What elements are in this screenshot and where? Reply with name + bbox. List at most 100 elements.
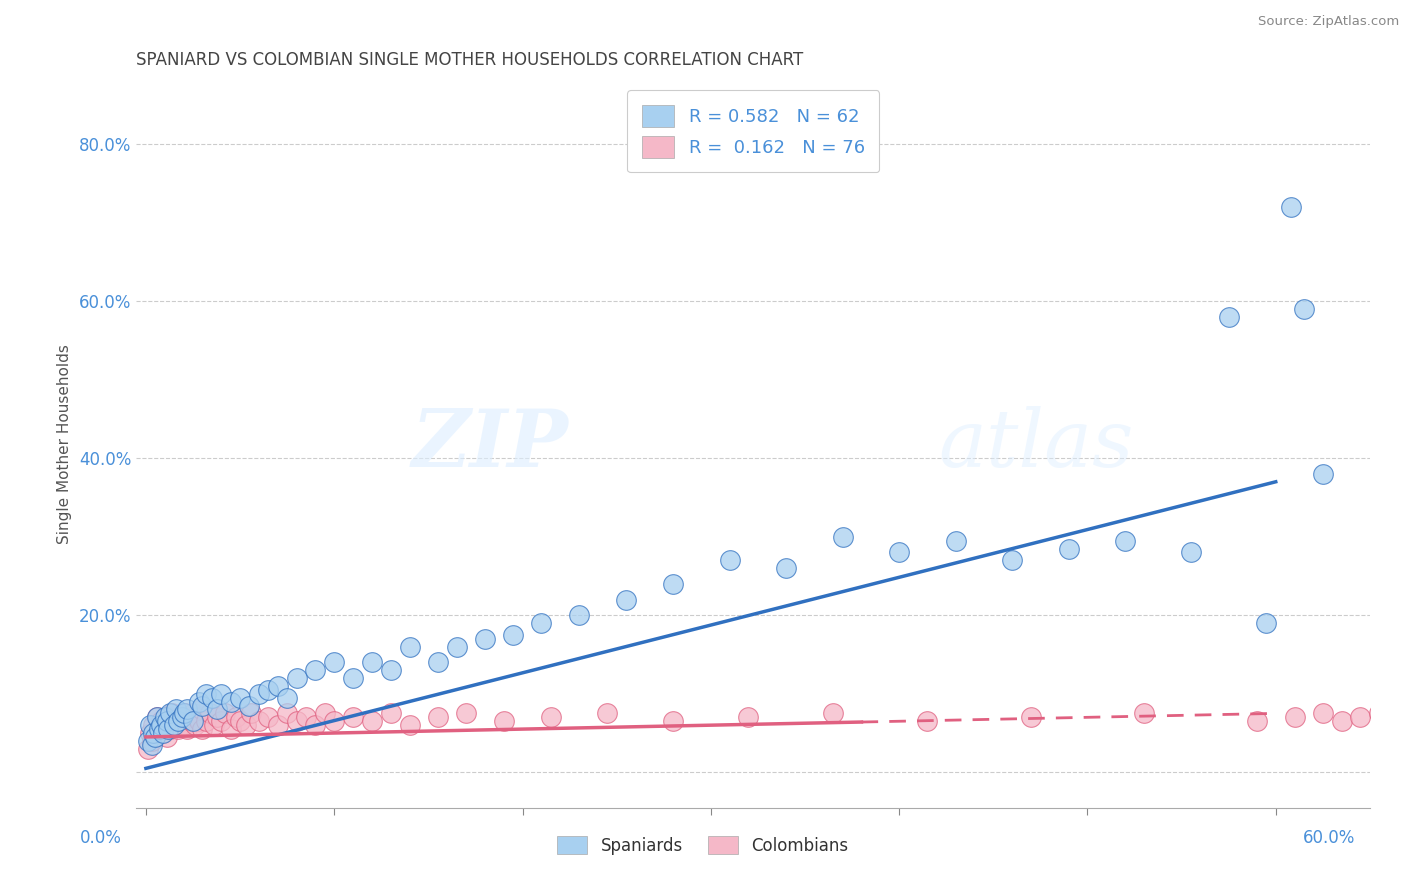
Point (143, 730, 166, 744)
Point (225, 710, 247, 724)
Point (142, 726, 165, 740)
Point (596, 706, 619, 721)
Point (446, 640, 468, 654)
Point (323, 656, 346, 670)
Point (207, 702, 229, 716)
Point (426, 710, 449, 724)
Point (1180, 545, 1202, 559)
Point (257, 710, 280, 724)
Point (823, 706, 845, 721)
Point (502, 628, 524, 642)
Point (285, 671, 308, 685)
Point (142, 718, 165, 732)
Point (614, 592, 637, 607)
Point (662, 714, 685, 729)
Point (174, 706, 197, 721)
Point (181, 714, 204, 729)
Point (181, 706, 204, 721)
Point (141, 734, 163, 748)
Point (1114, 533, 1136, 548)
Point (209, 687, 232, 701)
Point (159, 706, 181, 721)
Point (187, 714, 209, 729)
Point (169, 710, 191, 724)
Point (159, 722, 181, 736)
Point (157, 722, 180, 736)
Text: 60.0%: 60.0% (1302, 829, 1355, 847)
Point (163, 718, 186, 732)
Point (267, 718, 290, 732)
Point (138, 726, 160, 740)
Point (180, 714, 202, 729)
Point (492, 714, 515, 729)
Point (149, 714, 172, 729)
Point (179, 710, 201, 724)
Point (662, 577, 685, 591)
Point (156, 714, 179, 729)
Point (257, 682, 280, 697)
Point (146, 710, 169, 724)
Legend: R = 0.582   N = 62, R =  0.162   N = 76: R = 0.582 N = 62, R = 0.162 N = 76 (627, 90, 879, 172)
Point (229, 690, 252, 705)
Point (398, 640, 420, 654)
Point (167, 714, 190, 729)
Point (323, 714, 346, 729)
Point (190, 702, 212, 716)
Point (360, 714, 382, 729)
Point (186, 710, 208, 724)
Point (247, 687, 270, 701)
Point (1133, 706, 1156, 721)
Point (152, 726, 174, 740)
Point (167, 722, 190, 736)
Point (267, 679, 290, 693)
Text: ZIP: ZIP (412, 406, 568, 483)
Point (342, 671, 364, 685)
Point (1350, 710, 1372, 724)
Point (285, 714, 308, 729)
Point (1292, 301, 1315, 316)
Point (195, 714, 218, 729)
Point (314, 706, 336, 721)
Point (1284, 710, 1306, 724)
Point (214, 706, 236, 721)
Point (198, 706, 221, 721)
Point (170, 710, 193, 724)
Point (141, 738, 163, 752)
Point (1256, 616, 1278, 631)
Point (136, 734, 159, 748)
Legend: Spaniards, Colombians: Spaniards, Colombians (551, 830, 855, 862)
Point (207, 710, 229, 724)
Point (540, 710, 562, 724)
Point (235, 718, 257, 732)
Point (1386, 714, 1406, 729)
Point (360, 656, 382, 670)
Point (1312, 467, 1334, 481)
Point (304, 663, 326, 677)
Point (737, 710, 759, 724)
Point (1246, 714, 1268, 729)
Point (426, 656, 449, 670)
Point (153, 710, 176, 724)
Point (153, 718, 176, 732)
Point (1279, 200, 1302, 214)
Point (187, 695, 209, 709)
Point (202, 718, 225, 732)
Point (889, 545, 911, 559)
Point (530, 616, 553, 631)
Point (238, 698, 260, 713)
Point (398, 718, 420, 732)
Point (165, 714, 187, 729)
Point (149, 718, 172, 732)
Point (380, 706, 402, 721)
Point (173, 718, 195, 732)
Point (1057, 541, 1080, 556)
Point (165, 702, 187, 716)
Point (454, 706, 477, 721)
Point (1330, 714, 1353, 729)
Point (380, 663, 402, 677)
Point (148, 722, 170, 736)
Point (156, 730, 179, 744)
Point (184, 718, 207, 732)
Text: atlas: atlas (938, 406, 1133, 483)
Point (276, 706, 298, 721)
